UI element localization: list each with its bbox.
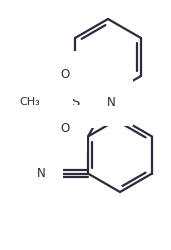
Text: N: N [107,96,115,108]
Text: N: N [37,167,45,180]
Text: S: S [71,96,79,108]
Text: N: N [73,70,81,82]
Text: O: O [60,68,70,82]
Text: O: O [60,122,70,136]
Text: CH₃: CH₃ [19,97,40,107]
